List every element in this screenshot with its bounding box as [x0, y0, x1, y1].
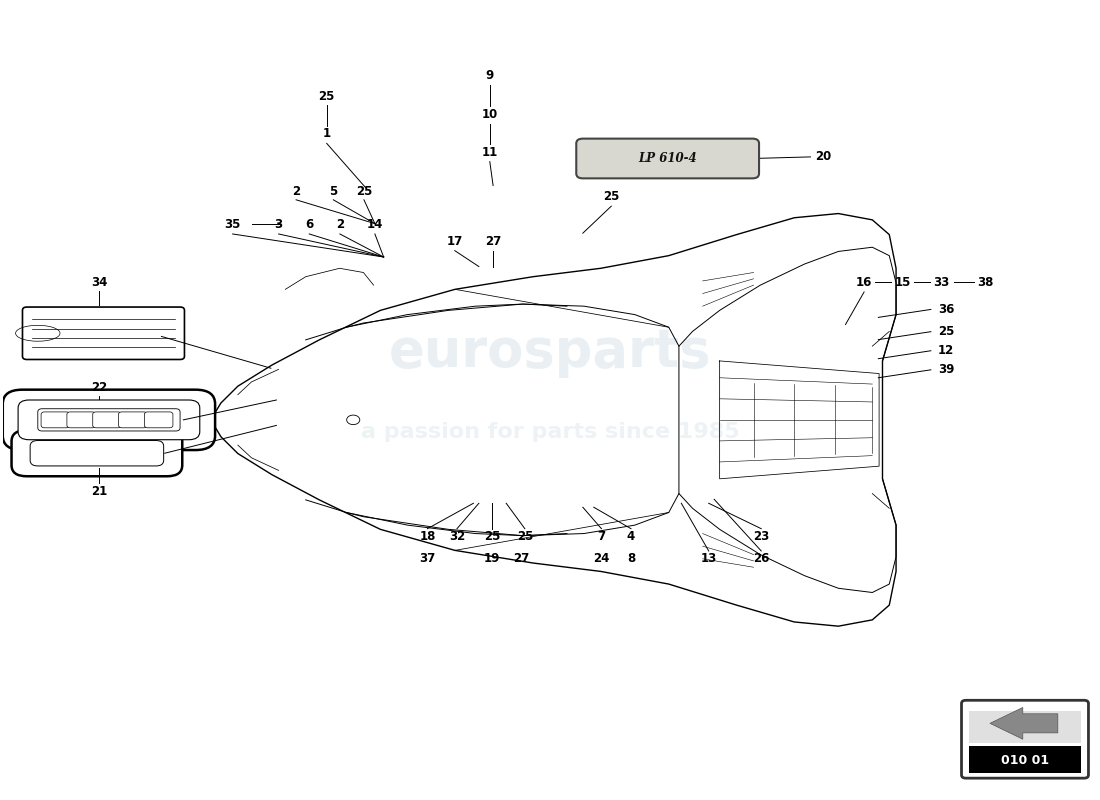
Text: 23: 23: [754, 530, 769, 543]
Text: 25: 25: [319, 90, 334, 103]
Text: 27: 27: [485, 234, 502, 248]
FancyBboxPatch shape: [30, 441, 164, 466]
Text: 8: 8: [627, 552, 635, 566]
Text: 32: 32: [449, 530, 465, 543]
Text: 34: 34: [91, 276, 108, 289]
FancyBboxPatch shape: [3, 390, 216, 450]
Text: 2: 2: [336, 218, 344, 231]
Text: 39: 39: [938, 363, 955, 376]
FancyBboxPatch shape: [92, 412, 121, 428]
Text: eurosparts: eurosparts: [388, 326, 712, 378]
Text: 25: 25: [603, 190, 619, 203]
FancyBboxPatch shape: [119, 412, 147, 428]
Text: 4: 4: [627, 530, 635, 543]
Text: 38: 38: [978, 276, 993, 289]
Text: 25: 25: [355, 185, 372, 198]
FancyBboxPatch shape: [37, 409, 180, 431]
Text: 17: 17: [447, 234, 463, 248]
Text: 12: 12: [938, 344, 955, 358]
Text: 36: 36: [938, 303, 955, 316]
Text: 33: 33: [934, 276, 950, 289]
FancyBboxPatch shape: [144, 412, 173, 428]
Text: 22: 22: [91, 381, 107, 394]
Text: 25: 25: [938, 325, 955, 338]
Text: 18: 18: [419, 530, 436, 543]
FancyBboxPatch shape: [961, 700, 1089, 778]
Text: 11: 11: [482, 146, 498, 158]
Text: 26: 26: [754, 552, 769, 566]
FancyBboxPatch shape: [969, 746, 1081, 773]
FancyBboxPatch shape: [18, 400, 200, 440]
Text: 6: 6: [305, 218, 314, 231]
Text: 20: 20: [815, 150, 832, 163]
FancyBboxPatch shape: [576, 138, 759, 178]
Text: 25: 25: [517, 530, 534, 543]
Text: 2: 2: [292, 185, 300, 198]
Text: 37: 37: [419, 552, 436, 566]
Text: a passion for parts since 1985: a passion for parts since 1985: [361, 422, 739, 442]
Text: 1: 1: [322, 127, 331, 140]
Text: 27: 27: [514, 552, 530, 566]
FancyBboxPatch shape: [969, 711, 1081, 743]
Text: 24: 24: [593, 552, 609, 566]
Text: 35: 35: [224, 218, 241, 231]
Text: 19: 19: [484, 552, 500, 566]
Text: 5: 5: [329, 185, 338, 198]
Text: 10: 10: [482, 107, 498, 121]
Text: 25: 25: [484, 530, 500, 543]
Text: LP 610-4: LP 610-4: [638, 152, 697, 165]
Text: 15: 15: [894, 276, 911, 289]
Text: 010 01: 010 01: [1001, 754, 1049, 767]
Text: 3: 3: [275, 218, 283, 231]
FancyBboxPatch shape: [67, 412, 96, 428]
Text: 16: 16: [856, 276, 872, 289]
Text: 9: 9: [486, 70, 494, 82]
FancyBboxPatch shape: [41, 412, 69, 428]
Text: 21: 21: [91, 485, 107, 498]
Text: 7: 7: [597, 530, 605, 543]
Text: 14: 14: [366, 218, 383, 231]
Text: 13: 13: [701, 552, 717, 566]
FancyBboxPatch shape: [11, 430, 183, 476]
FancyBboxPatch shape: [22, 307, 185, 359]
Polygon shape: [990, 707, 1058, 739]
